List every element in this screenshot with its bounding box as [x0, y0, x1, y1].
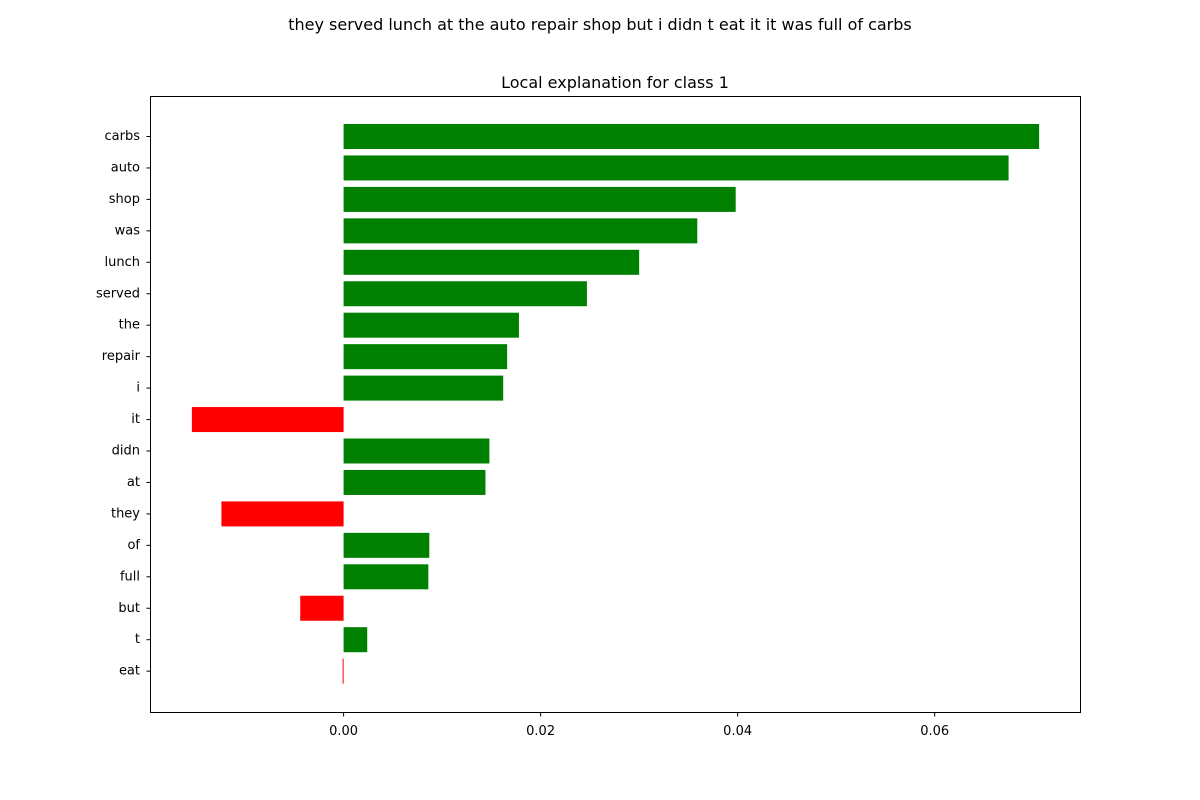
y-tick-label-of: of — [127, 538, 140, 553]
y-tick-label-eat: eat — [119, 664, 140, 679]
y-tick-label-full: full — [120, 569, 140, 584]
x-tick-label: 0.00 — [329, 724, 358, 739]
y-tick-label-didn: didn — [112, 444, 140, 459]
bar-repair — [343, 344, 508, 370]
bar-but — [300, 595, 344, 621]
y-tick-label-but: but — [118, 601, 140, 616]
bar-shop — [343, 186, 736, 212]
bar-at — [343, 469, 486, 495]
bar-i — [343, 375, 504, 401]
y-tick-label-auto: auto — [111, 160, 140, 175]
bar-it — [191, 407, 344, 433]
bar-of — [343, 532, 430, 558]
bar-full — [343, 564, 429, 590]
y-tick-label-t: t — [135, 632, 140, 647]
bar-they — [221, 501, 344, 527]
bar-t — [343, 627, 368, 653]
bar-served — [343, 281, 587, 307]
y-tick-label-i: i — [136, 381, 140, 396]
chart-title: Local explanation for class 1 — [501, 73, 729, 92]
x-tick-label: 0.04 — [723, 724, 752, 739]
bar-auto — [343, 155, 1009, 181]
y-tick-label-the: the — [119, 318, 140, 333]
plot-area-frame — [150, 96, 1081, 713]
y-tick-label-repair: repair — [102, 349, 141, 364]
bar-didn — [343, 438, 490, 464]
bar-was — [343, 218, 698, 244]
y-tick-labels: carbs auto shop was lunch served the repair i it d… — [96, 129, 151, 679]
x-axis-ticks: 0.00 0.02 0.04 0.06 — [329, 712, 949, 739]
bars-layer — [191, 124, 1040, 684]
y-tick-label-lunch: lunch — [105, 255, 140, 270]
y-tick-label-served: served — [96, 286, 140, 301]
y-tick-label-shop: shop — [109, 192, 140, 207]
y-tick-label-carbs: carbs — [105, 129, 141, 144]
chart-suptitle: they served lunch at the auto repair sho… — [288, 15, 912, 34]
y-tick-label-it: it — [131, 412, 140, 427]
x-tick-label: 0.06 — [920, 724, 949, 739]
y-tick-label-at: at — [127, 475, 140, 490]
y-tick-label-was: was — [115, 223, 141, 238]
bar-lunch — [343, 249, 640, 275]
bar-eat — [342, 658, 344, 684]
x-tick-label: 0.02 — [526, 724, 555, 739]
bar-carbs — [343, 124, 1040, 149]
y-tick-label-they: they — [111, 506, 140, 521]
bar-the — [343, 312, 519, 338]
